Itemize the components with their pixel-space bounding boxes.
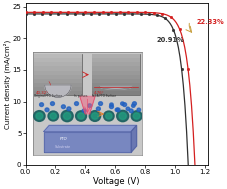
Y-axis label: Current density (mA/cm²): Current density (mA/cm²): [3, 40, 11, 129]
Text: 22.33%: 22.33%: [196, 19, 223, 26]
Text: 20.91%: 20.91%: [156, 37, 184, 43]
X-axis label: Voltage (V): Voltage (V): [93, 177, 139, 186]
